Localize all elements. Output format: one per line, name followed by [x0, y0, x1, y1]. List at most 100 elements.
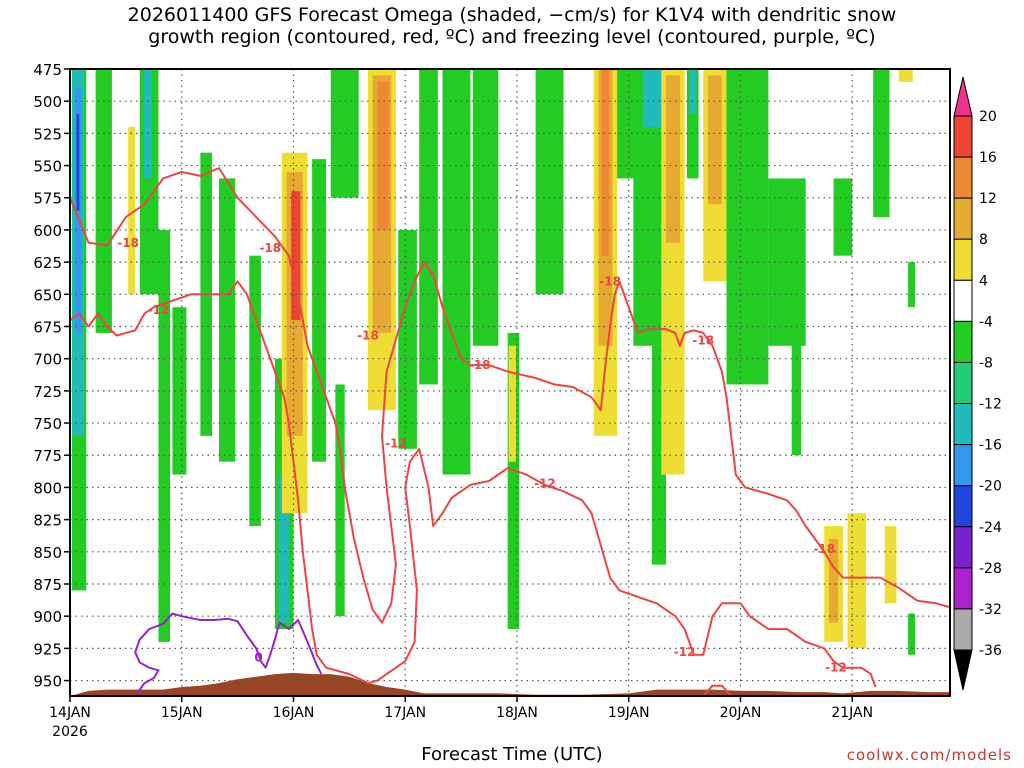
y-tick-label: 525 — [33, 125, 62, 143]
y-tick-label: 700 — [33, 351, 62, 369]
contour-label: -18 — [259, 241, 281, 255]
omega-region — [312, 159, 327, 462]
x-tick-label: 14JAN — [49, 705, 91, 721]
contour-label: -18 — [117, 236, 139, 250]
omega-region — [158, 229, 171, 642]
omega-region — [95, 69, 112, 333]
contour-label: -18 — [813, 542, 835, 556]
x-tick-label: 19JAN — [608, 705, 650, 721]
x-tick-sublabel: 2026 — [52, 724, 88, 740]
colorbar-swatch — [953, 403, 973, 446]
colorbar-label: -20 — [979, 479, 1002, 495]
omega-region — [898, 69, 913, 82]
y-tick-label: 625 — [33, 254, 62, 272]
y-tick-label: 675 — [33, 318, 62, 336]
omega-region — [908, 613, 916, 655]
colorbar-label: 12 — [979, 191, 997, 207]
colorbar-label: 16 — [979, 150, 997, 166]
omega-region — [601, 69, 610, 256]
x-tick-label: 15JAN — [161, 705, 203, 721]
y-tick-label: 950 — [33, 673, 62, 691]
colorbar-label: 4 — [979, 273, 988, 289]
colorbar-swatch — [953, 361, 973, 405]
contour-label: -12 — [534, 477, 556, 491]
omega-region — [791, 332, 802, 456]
colorbar-label: -16 — [979, 438, 1002, 454]
omega-region — [689, 69, 697, 115]
contour-label: -18 — [357, 329, 379, 343]
y-tick-label: 500 — [33, 93, 62, 111]
chart-title-line1: 2026011400 GFS Forecast Omega (shaded, −… — [127, 4, 897, 26]
omega-region — [833, 178, 853, 256]
x-axis-title: Forecast Time (UTC) — [421, 744, 603, 765]
y-tick-label: 800 — [33, 479, 62, 497]
omega-region — [847, 513, 867, 649]
x-tick-label: 18JAN — [496, 705, 538, 721]
colorbar-label: -28 — [979, 561, 1002, 577]
contour-label: -18 — [599, 274, 621, 288]
contour-label: -12 — [674, 645, 696, 659]
y-tick-label: 475 — [33, 61, 62, 79]
freezing-level-line — [134, 612, 323, 696]
omega-region — [686, 69, 699, 179]
y-tick-label: 650 — [33, 286, 62, 304]
omega-region — [172, 307, 187, 475]
chart-title-line2: growth region (contoured, red, ºC) and f… — [148, 26, 876, 48]
x-tick-label: 16JAN — [273, 705, 315, 721]
omega-region — [884, 526, 897, 604]
omega-region — [398, 229, 417, 449]
omega-region — [873, 69, 890, 218]
omega-region — [508, 345, 517, 462]
contour-label: -12 — [385, 437, 407, 451]
colorbar-swatch — [953, 608, 973, 651]
colorbar-swatch — [953, 320, 973, 363]
colorbar-label: -12 — [979, 397, 1002, 413]
omega-region — [908, 262, 916, 308]
omega-region — [442, 69, 471, 475]
colorbar-label: 8 — [979, 232, 988, 248]
omega-region — [707, 75, 722, 205]
dgz-contour-line — [70, 280, 877, 688]
omega-region — [419, 69, 438, 385]
dgz-contour-line — [702, 684, 732, 696]
omega-region — [143, 69, 152, 179]
omega-region — [377, 81, 389, 230]
omega-region — [507, 332, 520, 630]
colorbar-swatch — [953, 197, 973, 240]
contour-label: 0 — [254, 650, 262, 664]
colorbar-swatch — [953, 279, 973, 322]
omega-region — [278, 474, 289, 623]
y-tick-label: 550 — [33, 158, 62, 176]
colorbar-swatch — [953, 526, 973, 569]
colorbar-label: -32 — [979, 602, 1002, 618]
colorbar-swatch — [953, 485, 973, 528]
contour-label: -18 — [469, 358, 491, 372]
omega-region — [128, 126, 136, 295]
omega-region — [828, 538, 839, 623]
contour-label: -12 — [148, 303, 170, 317]
y-tick-label: 600 — [33, 222, 62, 240]
y-tick-label: 575 — [33, 190, 62, 208]
colorbar-label: -8 — [979, 355, 993, 371]
omega-region — [617, 69, 639, 179]
omega-region — [74, 88, 82, 333]
y-tick-label: 825 — [33, 512, 62, 530]
dgz-contour-line — [70, 167, 950, 624]
x-tick-label: 21JAN — [831, 705, 873, 721]
colorbar-swatch — [953, 238, 973, 281]
credit-link[interactable]: coolwx.com/models — [846, 746, 1012, 764]
omega-region — [726, 69, 769, 385]
omega-region — [249, 255, 261, 527]
colorbar-swatch — [953, 567, 973, 610]
y-tick-label: 900 — [33, 608, 62, 626]
y-tick-label: 725 — [33, 383, 62, 401]
colorbar-top-arrow — [953, 76, 973, 117]
omega-region — [76, 114, 80, 211]
y-tick-label: 750 — [33, 415, 62, 433]
y-tick-label: 875 — [33, 576, 62, 594]
colorbar-swatch — [953, 115, 973, 158]
colorbar-label: -36 — [979, 643, 1002, 659]
omega-region — [642, 69, 662, 127]
contour-label: -12 — [825, 661, 847, 675]
